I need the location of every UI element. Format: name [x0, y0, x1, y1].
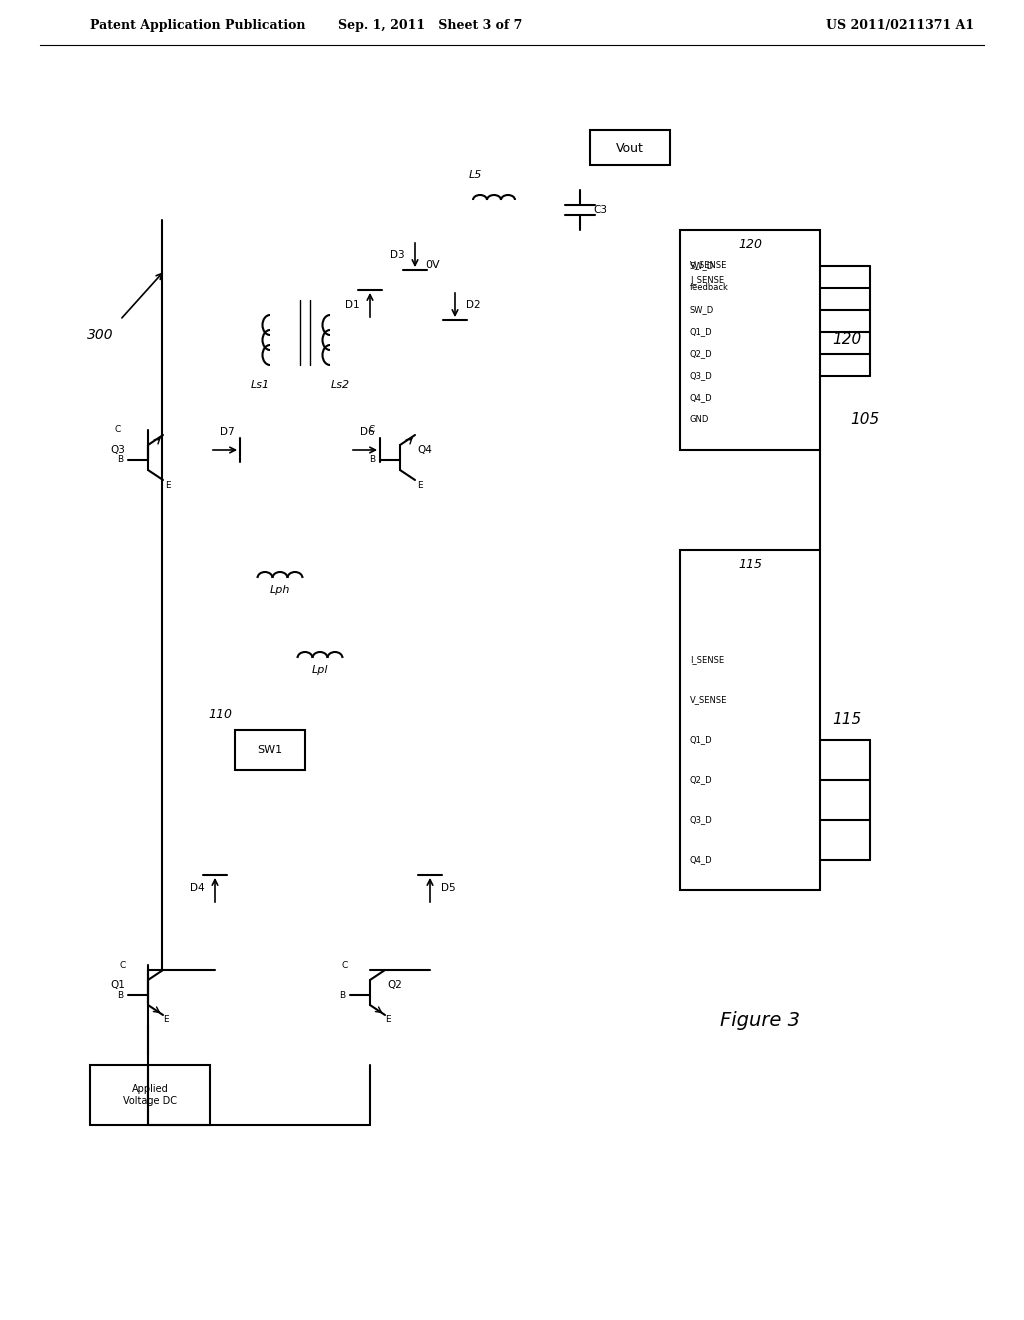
Text: Lpl: Lpl [311, 665, 329, 675]
Text: Q4_D: Q4_D [690, 393, 713, 403]
Text: Q1_D: Q1_D [690, 735, 713, 744]
Text: C: C [369, 425, 375, 434]
Text: 0V: 0V [426, 260, 440, 271]
Text: 110: 110 [208, 709, 232, 722]
Text: E: E [417, 480, 423, 490]
Text: I_SENSE: I_SENSE [690, 276, 724, 285]
Text: SW_D: SW_D [690, 305, 715, 314]
Text: Q3_D: Q3_D [690, 816, 713, 825]
Text: B: B [339, 990, 345, 999]
Text: Q4_D: Q4_D [690, 855, 713, 865]
Text: feedback: feedback [690, 284, 729, 293]
Text: 115: 115 [738, 558, 762, 572]
Text: Lph: Lph [269, 585, 290, 595]
Text: 120: 120 [831, 333, 861, 347]
Text: Q3_D: Q3_D [690, 371, 713, 380]
Text: D3: D3 [390, 249, 404, 260]
Text: Sep. 1, 2011   Sheet 3 of 7: Sep. 1, 2011 Sheet 3 of 7 [338, 18, 522, 32]
Text: E: E [163, 1015, 169, 1024]
Text: D5: D5 [440, 883, 456, 894]
Bar [590, 129, 670, 165]
Bar [90, 1065, 210, 1125]
Text: Applied
Voltage DC: Applied Voltage DC [123, 1084, 177, 1106]
Text: Patent Application Publication: Patent Application Publication [90, 18, 305, 32]
Text: V_SENSE: V_SENSE [690, 260, 727, 269]
Text: Vout: Vout [616, 141, 644, 154]
Text: SW1: SW1 [257, 744, 283, 755]
Text: D2: D2 [466, 300, 480, 310]
Text: I_SENSE: I_SENSE [690, 656, 724, 664]
Text: B: B [369, 455, 375, 465]
Text: US 2011/0211371 A1: US 2011/0211371 A1 [826, 18, 974, 32]
Text: 115: 115 [831, 713, 861, 727]
Text: D4: D4 [189, 883, 205, 894]
Text: 105: 105 [850, 412, 880, 428]
Text: Q2_D: Q2_D [690, 350, 713, 359]
Text: E: E [165, 480, 171, 490]
Text: C: C [115, 425, 121, 434]
Text: Q1: Q1 [111, 979, 125, 990]
Text: V_SENSE: V_SENSE [690, 696, 727, 705]
Bar [680, 550, 820, 890]
Text: D7: D7 [220, 426, 234, 437]
Text: Ls1: Ls1 [251, 380, 269, 389]
Text: Q3: Q3 [111, 445, 125, 455]
Text: 300: 300 [87, 327, 114, 342]
Text: C: C [342, 961, 348, 969]
Text: C: C [120, 961, 126, 969]
Text: D6: D6 [359, 426, 375, 437]
Text: Q1_D: Q1_D [690, 327, 713, 337]
Bar [234, 730, 305, 770]
Text: C3: C3 [593, 205, 607, 215]
Text: B: B [117, 455, 123, 465]
Text: Ls2: Ls2 [331, 380, 349, 389]
Text: E: E [385, 1015, 391, 1024]
Text: B: B [117, 990, 123, 999]
Text: D1: D1 [345, 300, 359, 310]
Bar [680, 230, 820, 450]
Text: L5: L5 [468, 170, 481, 180]
Text: 120: 120 [738, 239, 762, 252]
Text: Q2_D: Q2_D [690, 776, 713, 784]
Text: GND: GND [690, 416, 710, 425]
Text: Q4: Q4 [418, 445, 432, 455]
Text: SW_D: SW_D [690, 261, 715, 271]
Text: Figure 3: Figure 3 [720, 1011, 800, 1030]
Text: Q2: Q2 [387, 979, 402, 990]
